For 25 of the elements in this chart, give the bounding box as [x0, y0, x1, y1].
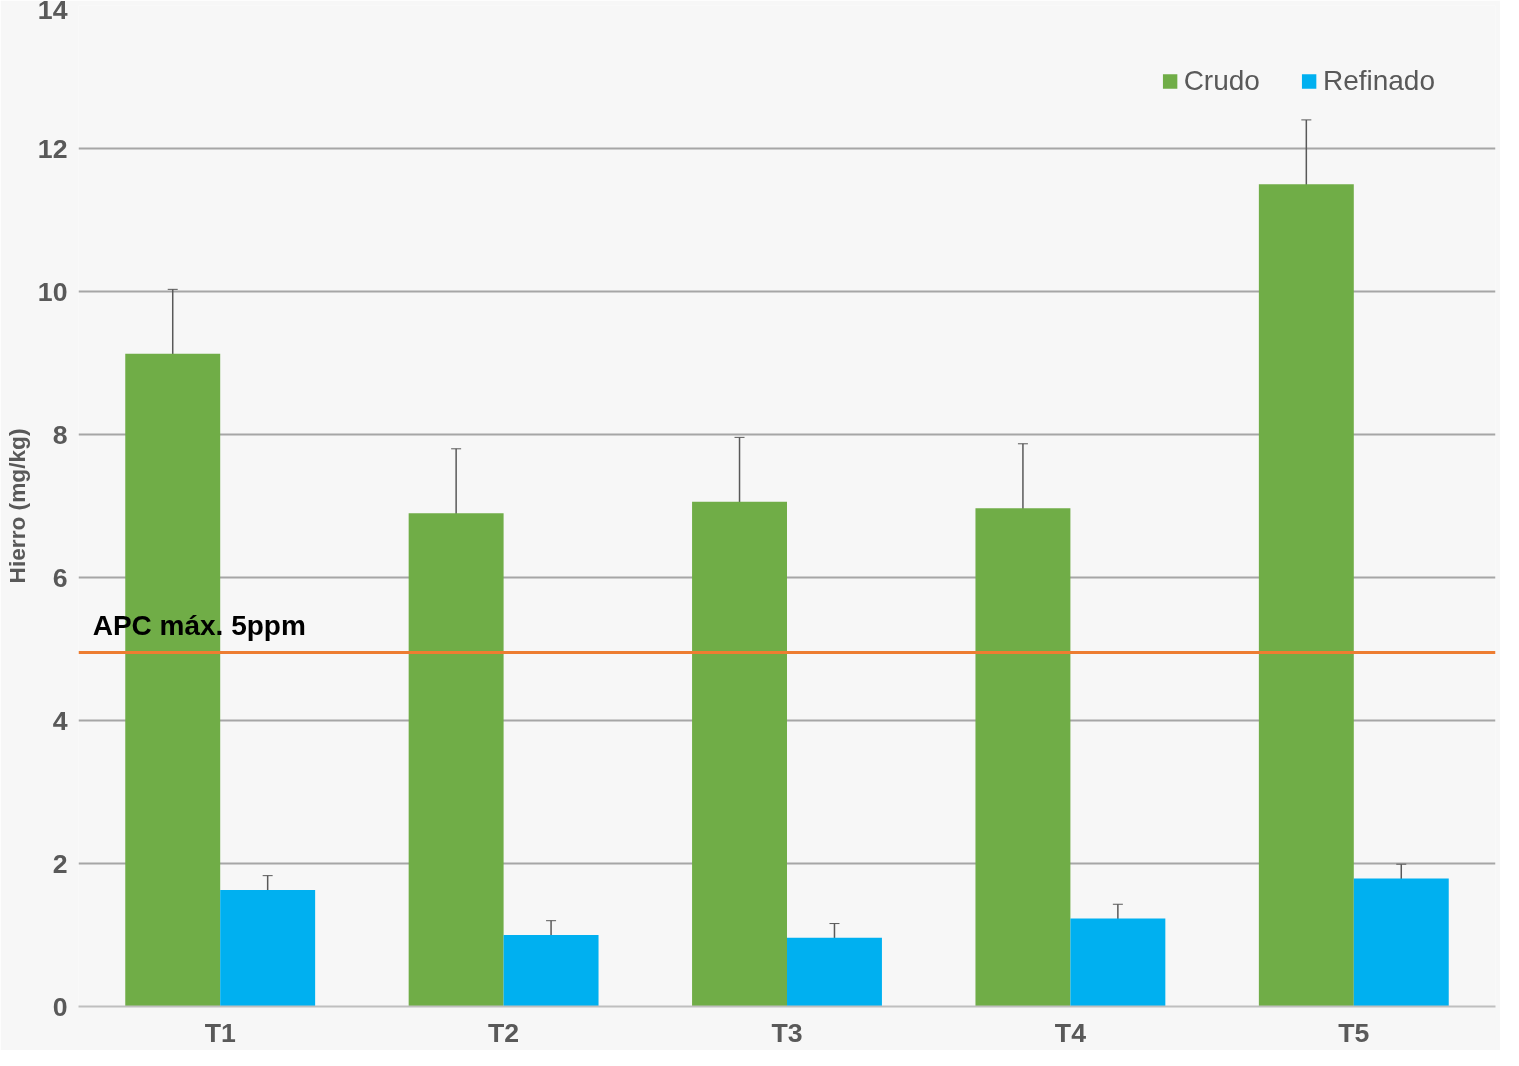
y-tick-label: 10 — [37, 276, 68, 307]
bar — [503, 935, 599, 1007]
y-tick-label: 0 — [52, 991, 68, 1022]
y-tick-label: 2 — [52, 848, 68, 879]
x-tick-label: T3 — [771, 1017, 803, 1048]
y-tick-label: 8 — [52, 419, 68, 450]
x-tick-label: T4 — [1054, 1017, 1087, 1048]
y-tick-label: 4 — [52, 705, 68, 736]
y-tick-label: 14 — [37, 0, 68, 25]
bar — [692, 501, 787, 1007]
bar — [1070, 918, 1166, 1007]
bar — [975, 508, 1071, 1007]
bar — [408, 513, 504, 1007]
y-tick-label: 12 — [37, 133, 68, 164]
bar — [1258, 184, 1354, 1007]
y-tick-label: 6 — [52, 562, 68, 593]
legend-label: Crudo — [1183, 65, 1260, 97]
x-tick-label: T1 — [204, 1017, 236, 1048]
x-tick-label: T5 — [1338, 1017, 1370, 1048]
bar — [220, 889, 316, 1007]
legend-label: Refinado — [1322, 65, 1435, 97]
x-tick-label: T2 — [488, 1017, 520, 1048]
bar — [1353, 878, 1449, 1007]
y-axis-title: Hierro (mg/kg) — [3, 428, 30, 584]
bar — [787, 937, 882, 1007]
